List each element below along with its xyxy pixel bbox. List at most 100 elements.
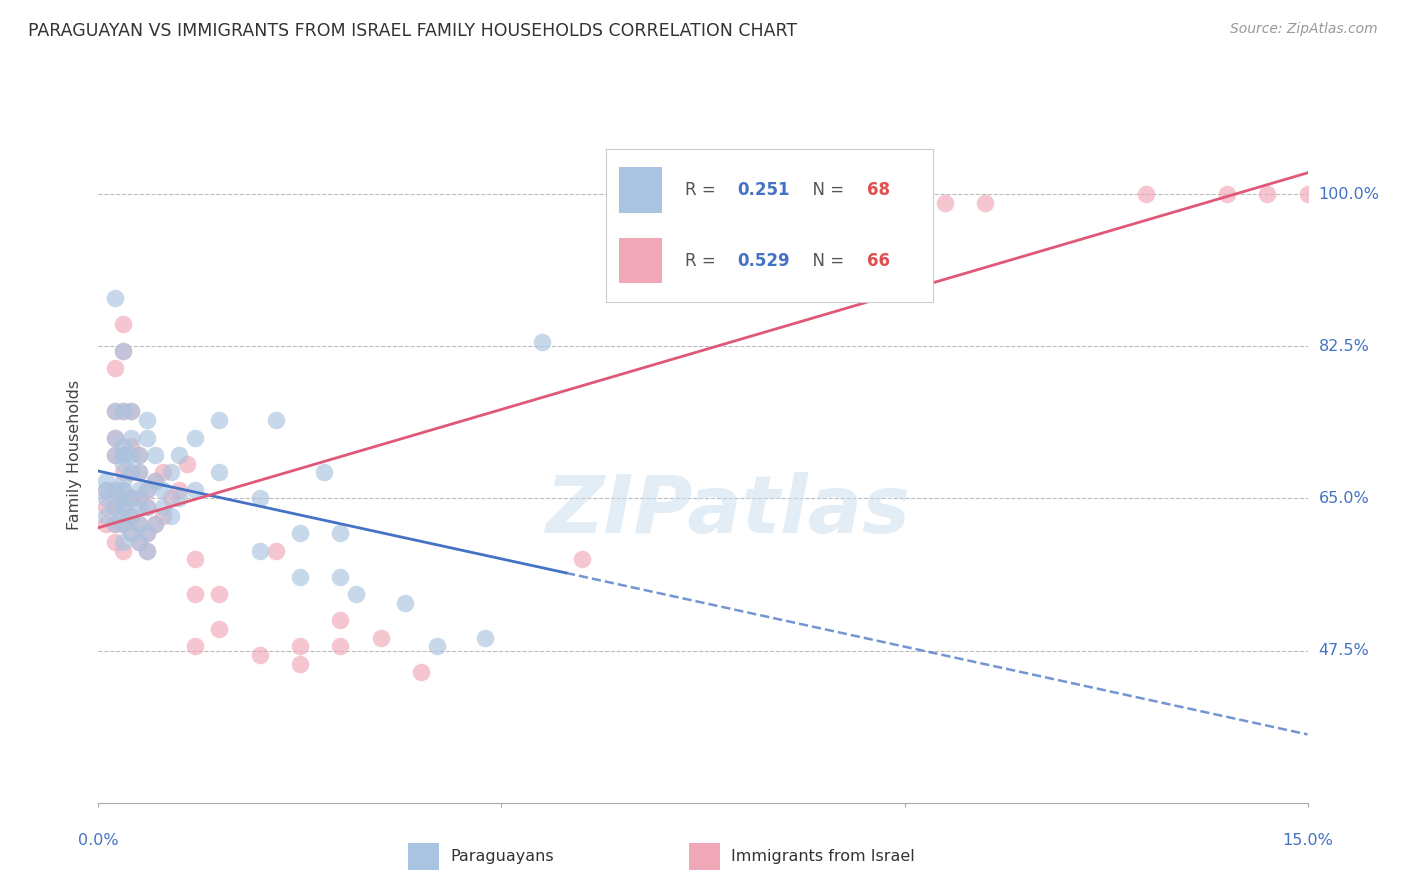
Point (152, 508, 174, 523)
Point (135, 543, 157, 558)
Point (128, 500, 150, 514)
Point (329, 526, 352, 541)
Text: 0.251: 0.251 (737, 181, 789, 199)
Point (1256, 187, 1278, 202)
Point (120, 439, 142, 453)
Point (103, 517, 125, 532)
Point (120, 465, 142, 479)
Point (288, 639, 311, 653)
Point (426, 639, 449, 653)
Point (111, 483, 134, 497)
Point (329, 613, 352, 627)
Point (160, 508, 183, 523)
Point (264, 413, 287, 427)
Point (96, 517, 118, 532)
Point (1296, 187, 1319, 202)
Point (329, 639, 352, 653)
Point (103, 483, 125, 497)
Text: Paraguayans: Paraguayans (450, 849, 554, 863)
Point (103, 500, 125, 514)
Point (111, 457, 134, 471)
Point (135, 543, 157, 558)
Point (143, 448, 166, 462)
Point (120, 448, 142, 462)
Bar (619, 237, 662, 284)
Point (96, 491, 118, 506)
Point (103, 431, 125, 445)
Point (208, 413, 231, 427)
Point (120, 491, 142, 506)
Point (111, 318, 134, 332)
Point (128, 491, 150, 506)
Point (143, 474, 166, 488)
Text: Immigrants from Israel: Immigrants from Israel (731, 849, 915, 863)
Point (394, 596, 416, 610)
Point (128, 483, 150, 497)
Point (120, 465, 142, 479)
Point (184, 587, 207, 601)
Point (135, 500, 157, 514)
Point (152, 483, 174, 497)
Point (96, 483, 118, 497)
Point (111, 508, 134, 523)
Point (1216, 187, 1239, 202)
Point (370, 631, 392, 645)
Point (103, 448, 125, 462)
Point (135, 526, 157, 541)
Point (344, 587, 367, 601)
Text: PARAGUAYAN VS IMMIGRANTS FROM ISRAEL FAMILY HOUSEHOLDS CORRELATION CHART: PARAGUAYAN VS IMMIGRANTS FROM ISRAEL FAM… (28, 22, 797, 40)
Point (208, 622, 231, 636)
Point (103, 448, 125, 462)
Point (111, 404, 134, 418)
Point (103, 360, 125, 375)
Point (733, 204, 755, 219)
Point (571, 552, 593, 566)
Point (128, 465, 150, 479)
Text: 15.0%: 15.0% (1282, 833, 1333, 848)
Bar (619, 167, 662, 213)
Point (249, 648, 271, 662)
Point (249, 543, 271, 558)
Point (120, 491, 142, 506)
Point (314, 465, 336, 479)
Point (474, 631, 496, 645)
Point (934, 195, 956, 210)
Text: 66: 66 (868, 252, 890, 269)
Text: 47.5%: 47.5% (1319, 643, 1369, 658)
Point (152, 500, 174, 514)
Point (135, 431, 157, 445)
Point (111, 483, 134, 497)
Point (96, 483, 118, 497)
Point (128, 517, 150, 532)
Text: N =: N = (803, 252, 849, 269)
Point (160, 465, 183, 479)
Point (128, 465, 150, 479)
Point (208, 465, 231, 479)
Point (128, 534, 150, 549)
Point (167, 491, 190, 506)
Text: 68: 68 (868, 181, 890, 199)
Point (120, 508, 142, 523)
Text: 65.0%: 65.0% (1319, 491, 1369, 506)
Point (103, 404, 125, 418)
Point (111, 343, 134, 358)
Point (135, 526, 157, 541)
Point (167, 448, 190, 462)
Point (329, 569, 352, 583)
Point (103, 431, 125, 445)
Point (135, 483, 157, 497)
Point (103, 517, 125, 532)
Point (111, 465, 134, 479)
Point (184, 431, 207, 445)
Point (160, 491, 183, 506)
Point (288, 569, 311, 583)
Point (135, 500, 157, 514)
Point (152, 465, 174, 479)
Point (184, 639, 207, 653)
Point (249, 491, 271, 506)
Point (120, 526, 142, 541)
Point (1135, 187, 1157, 202)
Text: R =: R = (685, 181, 721, 199)
Text: 0.529: 0.529 (737, 252, 790, 269)
Point (120, 431, 142, 445)
